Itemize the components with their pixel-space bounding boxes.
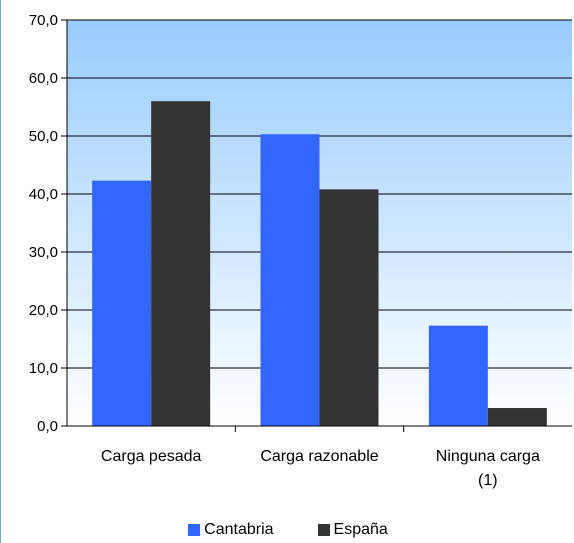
legend: Cantabria España: [1, 519, 574, 541]
y-tick-label: 60,0: [29, 70, 58, 87]
legend-label-espana: España: [333, 521, 388, 538]
bar-cantabria-1: [260, 134, 320, 426]
legend-item-espana: España: [317, 521, 388, 539]
bar-espana-2: [487, 408, 547, 426]
y-tick-label: 50,0: [29, 128, 58, 145]
legend-swatch-espana: [317, 524, 330, 536]
y-tick-labels: 0,0 10,0 20,0 30,0 40,0 50,0 60,0 70,0: [29, 12, 58, 435]
y-tick-label: 70,0: [29, 12, 58, 29]
y-tick-label: 20,0: [29, 302, 58, 319]
legend-item-cantabria: Cantabria: [188, 521, 274, 539]
bar-cantabria-0: [92, 180, 152, 426]
x-tick-labels: Carga pesada Carga razonable Ninguna carga…: [101, 448, 540, 489]
bar-espana-0: [151, 101, 211, 426]
bar-chart: 0,0 10,0 20,0 30,0 40,0 50,0 60,0 70,0 Carga pe…: [29, 12, 572, 489]
x-tick-label: Carga razonable: [260, 448, 378, 465]
y-tick-label: 30,0: [29, 244, 58, 261]
y-tick-label: 0,0: [37, 418, 58, 435]
bars: [92, 101, 547, 426]
bar-espana-1: [319, 189, 379, 426]
x-tick-label: (1): [478, 472, 498, 489]
x-tick-label: Carga pesada: [101, 448, 202, 465]
axes: [61, 19, 572, 432]
legend-swatch-cantabria: [188, 524, 201, 536]
y-tick-label: 40,0: [29, 186, 58, 203]
x-tick-label: Ninguna carga: [436, 448, 540, 465]
legend-label-cantabria: Cantabria: [204, 521, 274, 538]
bar-cantabria-2: [428, 325, 488, 426]
y-tick-label: 10,0: [29, 360, 58, 377]
